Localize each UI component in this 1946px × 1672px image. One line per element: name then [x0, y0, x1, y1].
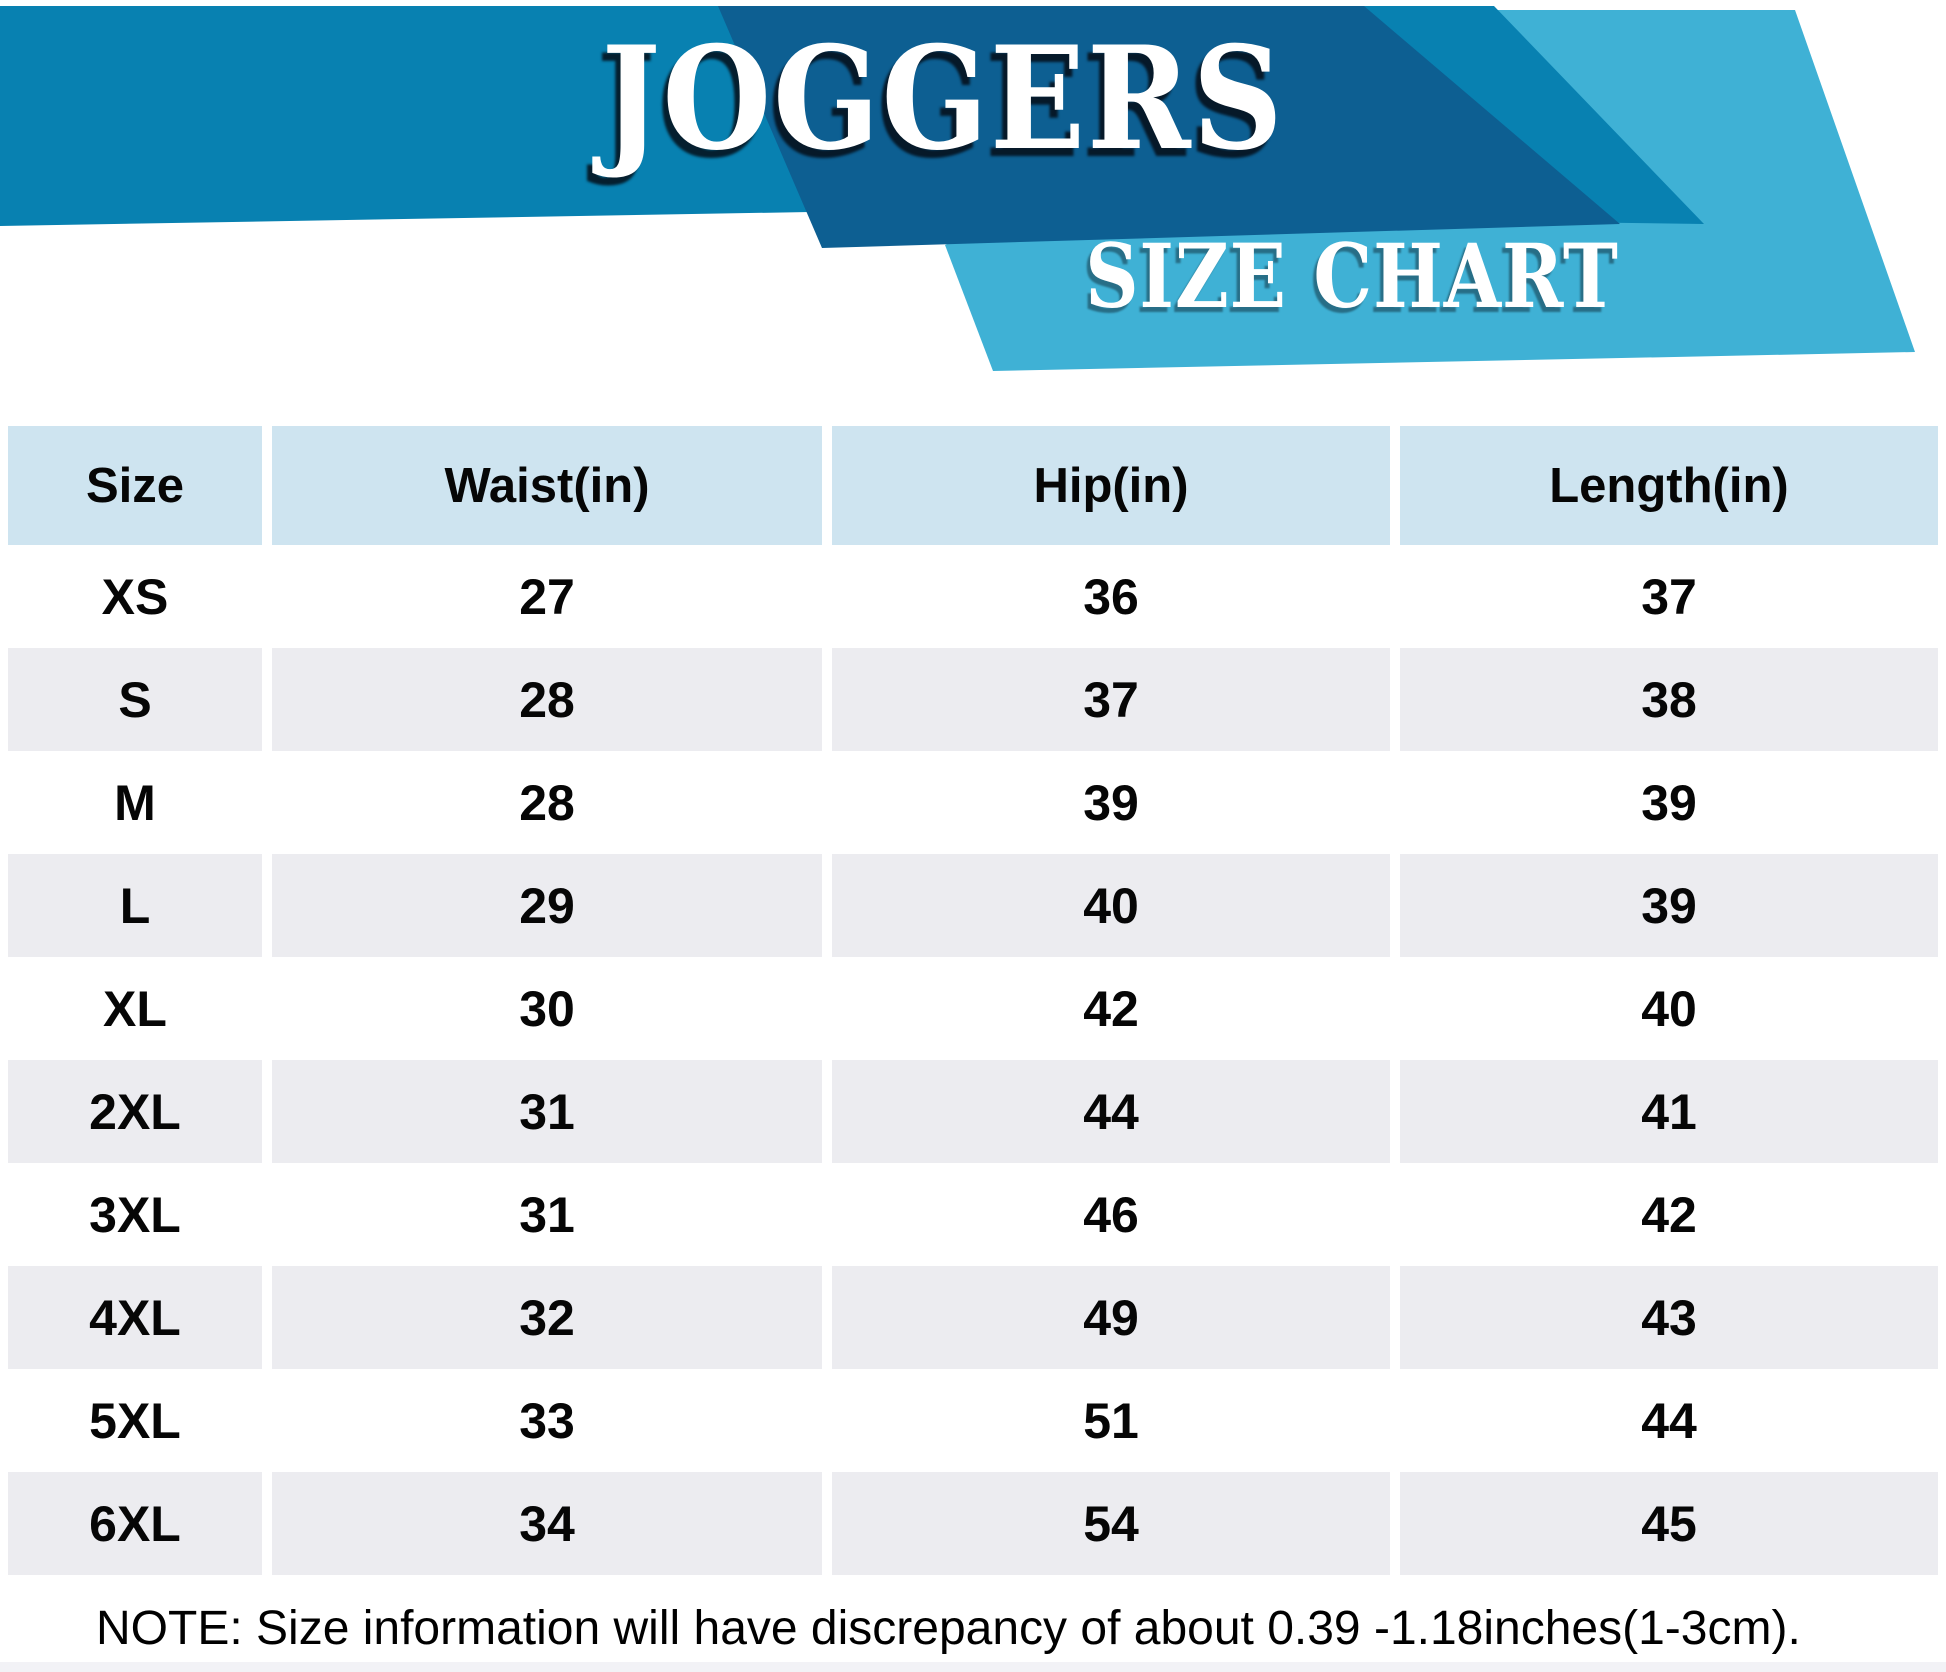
table-row: L 29 40 39 — [8, 854, 1938, 957]
table-cell: 36 — [832, 545, 1390, 648]
row-size-label: 4XL — [8, 1266, 262, 1369]
table-cell: 40 — [1400, 957, 1938, 1060]
table-cell: 28 — [272, 751, 822, 854]
row-size-label: 5XL — [8, 1369, 262, 1472]
table-cell: 34 — [272, 1472, 822, 1575]
table-row: 3XL 31 46 42 — [8, 1163, 1938, 1266]
table-cell: 37 — [832, 648, 1390, 751]
table-cell: 42 — [832, 957, 1390, 1060]
table-cell: 27 — [272, 545, 822, 648]
table-header-row: Size Waist(in) Hip(in) Length(in) — [8, 426, 1938, 545]
table-cell: 54 — [832, 1472, 1390, 1575]
table-cell: 39 — [1400, 751, 1938, 854]
table-row: 4XL 32 49 43 — [8, 1266, 1938, 1369]
column-header-cell: Waist(in) — [272, 426, 822, 545]
table-row: 5XL 33 51 44 — [8, 1369, 1938, 1472]
table-row: 2XL 31 44 41 — [8, 1060, 1938, 1163]
table-cell: 39 — [1400, 854, 1938, 957]
row-size-label: 3XL — [8, 1163, 262, 1266]
row-size-label: 2XL — [8, 1060, 262, 1163]
table-cell: 31 — [272, 1060, 822, 1163]
table-cell: 29 — [272, 854, 822, 957]
column-header-cell: Size — [8, 426, 262, 545]
banner-dark-parallelogram-shape — [718, 6, 1620, 248]
table-cell: 51 — [832, 1369, 1390, 1472]
table-cell: 28 — [272, 648, 822, 751]
table-row: M 28 39 39 — [8, 751, 1938, 854]
column-header-cell: Length(in) — [1400, 426, 1938, 545]
table-cell: 38 — [1400, 648, 1938, 751]
table-cell: 42 — [1400, 1163, 1938, 1266]
table-row: S 28 37 38 — [8, 648, 1938, 751]
row-size-label: S — [8, 648, 262, 751]
table-row: XL 30 42 40 — [8, 957, 1938, 1060]
table-cell: 30 — [272, 957, 822, 1060]
row-size-label: M — [8, 751, 262, 854]
row-size-label: 6XL — [8, 1472, 262, 1575]
size-chart-badge: SIZE CHART — [1085, 224, 1619, 328]
table-cell: 44 — [1400, 1369, 1938, 1472]
bottom-edge-strip — [0, 1662, 1946, 1672]
table-row: 6XL 34 54 45 — [8, 1472, 1938, 1575]
page-title: JOGGERS — [601, 16, 1285, 182]
table-cell: 37 — [1400, 545, 1938, 648]
header-banner — [0, 6, 1915, 371]
row-size-label: XS — [8, 545, 262, 648]
table-cell: 39 — [832, 751, 1390, 854]
row-size-label: XL — [8, 957, 262, 1060]
table-body: XS 27 36 37 S 28 37 38 M 28 39 39 L 29 40 39 XL 30 42 40 2XL… — [8, 545, 1938, 1575]
table-row: XS 27 36 37 — [8, 545, 1938, 648]
note-text: NOTE: Size information will have discrep… — [96, 1602, 1801, 1655]
table-cell: 49 — [832, 1266, 1390, 1369]
table-cell: 44 — [832, 1060, 1390, 1163]
table-cell: 43 — [1400, 1266, 1938, 1369]
table-cell: 41 — [1400, 1060, 1938, 1163]
table-cell: 45 — [1400, 1472, 1938, 1575]
table-cell: 46 — [832, 1163, 1390, 1266]
column-header-cell: Hip(in) — [832, 426, 1390, 545]
row-size-label: L — [8, 854, 262, 957]
table-cell: 40 — [832, 854, 1390, 957]
table-cell: 31 — [272, 1163, 822, 1266]
size-table: Size Waist(in) Hip(in) Length(in) XS 27 36 37 S… — [8, 426, 1938, 1575]
table-cell: 32 — [272, 1266, 822, 1369]
table-cell: 33 — [272, 1369, 822, 1472]
